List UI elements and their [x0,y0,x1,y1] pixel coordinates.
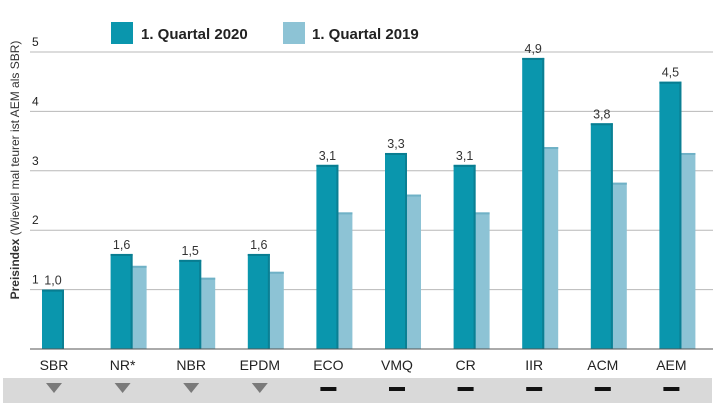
flat-dash-icon [663,387,680,391]
bar-top-2019-iir [540,147,559,150]
flat-dash-icon [389,387,405,391]
value-label-aem: 4,5 [662,66,679,80]
category-label-iir: IIR [525,357,543,373]
bar-2019-acm [608,182,627,349]
y-tick-label-3: 3 [32,154,39,168]
bar-2019-nr [128,265,147,349]
y-axis-ticks: 1 2 3 4 5 [32,35,39,287]
bar-top-2020-iir [522,57,545,60]
bar-top-2020-sbr [42,289,64,292]
y-tick-label-2: 2 [32,213,39,227]
bar-top-2020-nr [110,253,133,256]
category-label-vmq: VMQ [381,357,413,373]
bar-2019-eco [334,212,353,349]
bar-top-2019-acm [608,182,627,185]
y-axis-label-bold: Preisindex [8,238,22,299]
value-label-sbr: 1,0 [44,274,61,288]
flat-dash-icon [457,387,474,391]
value-label-nr: 1,6 [113,238,130,252]
category-label-sbr: SBR [40,357,69,373]
y-axis-label-rest: (Wieviel mal teurer ist AEM als SBR) [8,41,22,239]
bar-2019-nbr [197,277,216,349]
y-tick-label-4: 4 [32,94,39,108]
bar-shade-2020-eco [336,164,339,349]
bar-2020-nr [110,253,133,349]
flat-dash-icon [526,387,543,391]
bar-top-2020-eco [316,164,339,167]
down-triangle-icon [46,383,62,393]
bar-shade-2020-iir [542,57,545,349]
category-label-epdm: EPDM [240,357,280,373]
bar-shade-2020-nbr [199,259,202,349]
y-tick-label-1: 1 [32,273,39,287]
bar-2020-aem [659,81,682,349]
bar-top-2019-nbr [197,277,216,280]
category-label-acm: ACM [587,357,618,373]
bar-2020-epdm [247,253,270,349]
bar-top-2020-aem [659,81,682,84]
value-label-eco: 3,1 [319,149,336,163]
category-label-eco: ECO [313,357,343,373]
bar-shade-2020-vmq [405,152,407,349]
bar-2019-iir [540,147,559,349]
bar-shade-2020-sbr [62,289,64,349]
legend-label-2020: 1. Quartal 2020 [141,26,248,43]
bar-2020-vmq [385,152,407,349]
legend-swatch-2019 [283,22,305,44]
bar-shade-2020-aem [679,81,682,349]
bar-top-2020-nbr [179,259,202,262]
bar-2019-epdm [265,271,284,349]
category-label-nr: NR* [110,357,136,373]
bar-top-2019-eco [334,212,353,215]
bar-shade-2020-cr [473,164,476,349]
value-label-nbr: 1,5 [182,244,199,258]
flat-dash-icon [320,387,337,391]
bar-2020-sbr [42,289,64,349]
legend: 1. Quartal 2020 1. Quartal 2019 [111,22,419,44]
bar-2019-aem [677,152,696,349]
bar-top-2020-vmq [385,152,407,155]
value-label-iir: 4,9 [525,42,542,56]
down-triangle-icon [114,383,131,393]
bar-top-2019-vmq [403,194,421,197]
value-labels: 1,0 1,6 1,5 1,6 3,1 3,3 3,1 4,9 3,8 4,5 [44,42,679,288]
legend-swatch-2020 [111,22,133,44]
bars [42,57,696,349]
bar-top-2020-epdm [247,253,270,256]
bar-top-2019-epdm [265,271,284,274]
down-triangle-icon [251,383,268,393]
bar-2019-cr [471,212,490,349]
category-label-nbr: NBR [176,357,206,373]
bar-shade-2020-epdm [267,253,270,349]
bar-shade-2020-nr [130,253,133,349]
value-label-cr: 3,1 [456,149,473,163]
bar-2019-vmq [403,194,421,349]
bar-2020-iir [522,57,545,349]
y-tick-label-5: 5 [32,35,39,49]
legend-label-2019: 1. Quartal 2019 [312,26,419,43]
category-labels: SBR NR* NBR EPDM ECO VMQ CR IIR ACM AEM [40,357,687,373]
bar-top-2019-aem [677,152,696,155]
bar-2020-nbr [179,259,202,349]
value-label-vmq: 3,3 [387,137,404,151]
bar-top-2019-cr [471,212,490,215]
bar-top-2020-acm [590,123,613,126]
trend-indicators [46,383,680,393]
category-label-cr: CR [455,357,475,373]
down-triangle-icon [183,383,200,393]
bar-shade-2020-acm [610,123,613,349]
y-axis-label: Preisindex (Wieviel mal teurer ist AEM a… [8,41,22,300]
bar-2020-acm [590,123,613,349]
flat-dash-icon [594,387,611,391]
bar-2020-cr [453,164,476,349]
value-label-epdm: 1,6 [250,238,267,252]
category-label-aem: AEM [656,357,686,373]
value-label-acm: 3,8 [593,107,610,121]
bar-top-2019-nr [128,265,147,268]
bar-top-2020-cr [453,164,476,167]
bar-2020-eco [316,164,339,349]
